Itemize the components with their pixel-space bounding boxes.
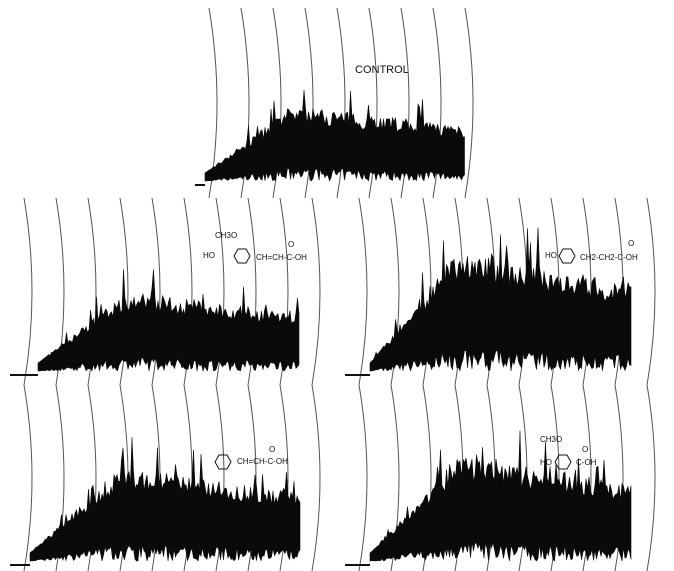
formula-text: O — [269, 445, 275, 454]
formula-text: CH2-CH2-C-OH — [580, 253, 638, 262]
formula-text: O — [628, 239, 634, 248]
figure: CONTROL CH3O HO CH=CH-C-OH O HO CH2-CH2-… — [0, 0, 674, 571]
formula-text: CH3O — [540, 435, 562, 444]
formula-text: CH=CH-C-OH — [256, 253, 307, 262]
formula-text: HO — [540, 458, 552, 467]
formula-text: C-OH — [576, 458, 597, 467]
formula-text: HO — [203, 251, 215, 260]
formula-text: CH=CH-C-OH — [237, 457, 288, 466]
formula-text: CH3O — [215, 231, 237, 240]
panel-label: CONTROL — [355, 64, 409, 76]
background — [0, 0, 674, 571]
formula-text: O — [582, 445, 588, 454]
formula-text: HO — [545, 251, 557, 260]
formula-text: O — [288, 240, 294, 249]
